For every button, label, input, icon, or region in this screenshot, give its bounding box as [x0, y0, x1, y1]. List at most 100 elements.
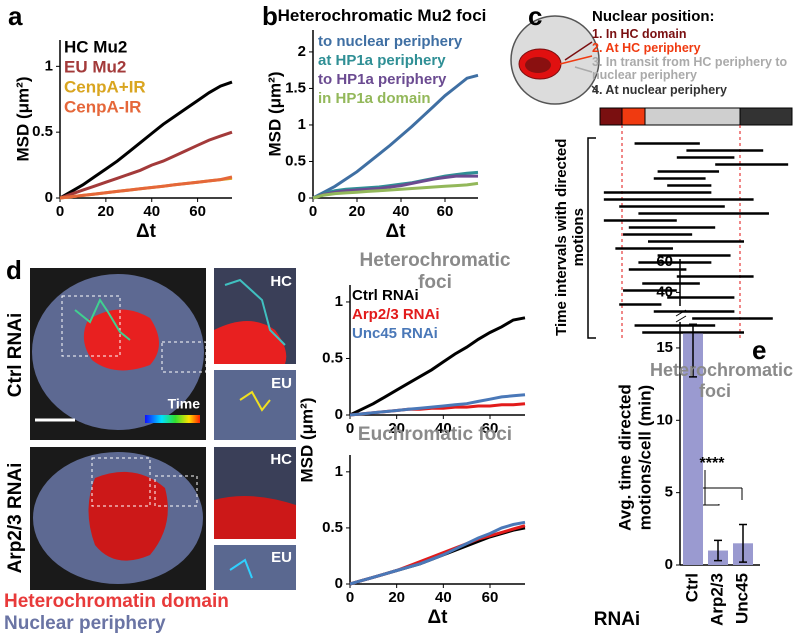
chart-title: Heterochromatic Mu2 foci	[277, 6, 487, 25]
x-tick-label: 40	[143, 203, 160, 220]
series-line	[349, 393, 526, 417]
y-tick-label: 60	[656, 253, 673, 270]
diagram-item: 1. In HC domain	[592, 27, 687, 41]
legend-entry: CenpA-IR	[64, 97, 141, 116]
inset	[214, 370, 296, 440]
y-tick-label: 2	[298, 43, 306, 60]
y-tick-label: 0	[335, 406, 343, 423]
x-tick-label: Arp2/3	[707, 573, 726, 626]
legend-entry: Unc45 RNAi	[352, 325, 438, 342]
x-tick-label: 40	[435, 589, 452, 606]
bar	[683, 333, 703, 565]
y-tick-label: 0.5	[32, 123, 53, 140]
legend-entry: EU Mu2	[64, 57, 126, 76]
track	[229, 558, 253, 579]
series-line	[59, 130, 233, 200]
y-tick-label: 0	[298, 189, 306, 206]
y-tick-label: 1.5	[285, 79, 306, 96]
inset-hc	[214, 321, 287, 364]
x-axis-label: Δt	[386, 221, 407, 242]
error-bar	[739, 523, 747, 563]
legend-entry: at HP1a periphery	[318, 52, 446, 69]
inset-label: EU	[271, 375, 292, 392]
x-axis-label: RNAi	[594, 609, 640, 630]
legend-entry: Ctrl RNAi	[352, 287, 419, 304]
y-axis-label: MSD (μm²)	[265, 72, 284, 157]
error-bar	[714, 539, 722, 562]
y-tick-label: 0	[45, 189, 53, 206]
y-tick-label: 40	[656, 283, 673, 300]
pointer	[591, 85, 599, 93]
inset-hc	[214, 496, 296, 539]
x-tick-label: 20	[98, 203, 115, 220]
x-axis-label: Δt	[428, 607, 449, 628]
strip-seg	[739, 107, 793, 126]
series-line	[312, 174, 478, 200]
legend-entry: HC Mu2	[64, 37, 127, 56]
y-tick-label: 1	[335, 293, 343, 310]
inset-label: HC	[270, 451, 292, 468]
x-tick-label: 40	[393, 203, 410, 220]
x-tick-label: 60	[437, 203, 454, 220]
x-tick-label: 0	[346, 420, 354, 437]
x-tick-label: 20	[388, 420, 405, 437]
panel-label: a	[8, 1, 23, 31]
bracket	[587, 137, 596, 339]
legend-entry: in HP1a domain	[318, 90, 431, 107]
legend-entry: to nuclear periphery	[318, 33, 463, 50]
legend-entry: Arp2/3 RNAi	[352, 306, 440, 323]
row-label: Ctrl RNAi	[5, 313, 26, 397]
series-line	[59, 175, 233, 200]
y-tick-label: 0.5	[322, 519, 343, 536]
y-tick-label: 0.5	[285, 152, 306, 169]
y-axis-label: Avg. time directed motions/cell (min)	[615, 384, 654, 531]
y-tick-label: 5	[665, 484, 673, 501]
chart-title: Heterochromatic foci	[359, 250, 511, 293]
y-tick-label: 10	[656, 411, 673, 428]
series-line	[312, 181, 479, 200]
x-tick-label: 40	[435, 420, 452, 437]
panel-label: b	[262, 1, 278, 31]
track	[239, 390, 271, 412]
x-tick-label: 60	[482, 589, 499, 606]
y-axis-label: MSD (μm²)	[13, 77, 32, 162]
x-axis-label: Δt	[136, 221, 157, 242]
colorbar	[145, 415, 200, 423]
panel-label: d	[6, 255, 22, 285]
strip-seg	[599, 107, 623, 126]
roi	[61, 295, 121, 357]
roi	[154, 475, 198, 507]
panel-label: c	[528, 1, 542, 31]
track	[74, 297, 131, 341]
x-tick-label: 60	[189, 203, 206, 220]
diagram-item: 4. At nuclear periphery	[592, 83, 727, 97]
pointer	[574, 66, 593, 73]
strip-seg	[644, 107, 741, 126]
series-line	[312, 73, 479, 200]
x-tick-label: 20	[388, 589, 405, 606]
y-tick-label: 1	[298, 116, 306, 133]
strip-seg	[621, 107, 646, 126]
y-tick-label: 1	[45, 57, 53, 74]
inset	[214, 545, 296, 590]
diagram-title: Nuclear position:	[592, 8, 715, 25]
series-line	[59, 80, 233, 200]
x-tick-label: 20	[349, 203, 366, 220]
inset-label: EU	[271, 549, 292, 566]
y-tick-label: 0	[335, 575, 343, 592]
x-tick-label: Unc45	[732, 573, 751, 624]
x-tick-label: 0	[56, 203, 64, 220]
y-axis-label: MSD (μm²)	[297, 398, 316, 483]
track	[224, 278, 286, 346]
pointer	[564, 41, 593, 61]
inset-label: HC	[270, 273, 292, 290]
hc-render	[88, 471, 168, 561]
roi	[91, 457, 151, 507]
hc-render	[83, 309, 159, 371]
bracket-label: Time intervals with directed motions	[552, 138, 587, 336]
chart-title: Heterochromatic foci	[650, 360, 794, 401]
y-tick-label: 1	[335, 463, 343, 480]
y-tick-label: 15	[656, 339, 673, 356]
